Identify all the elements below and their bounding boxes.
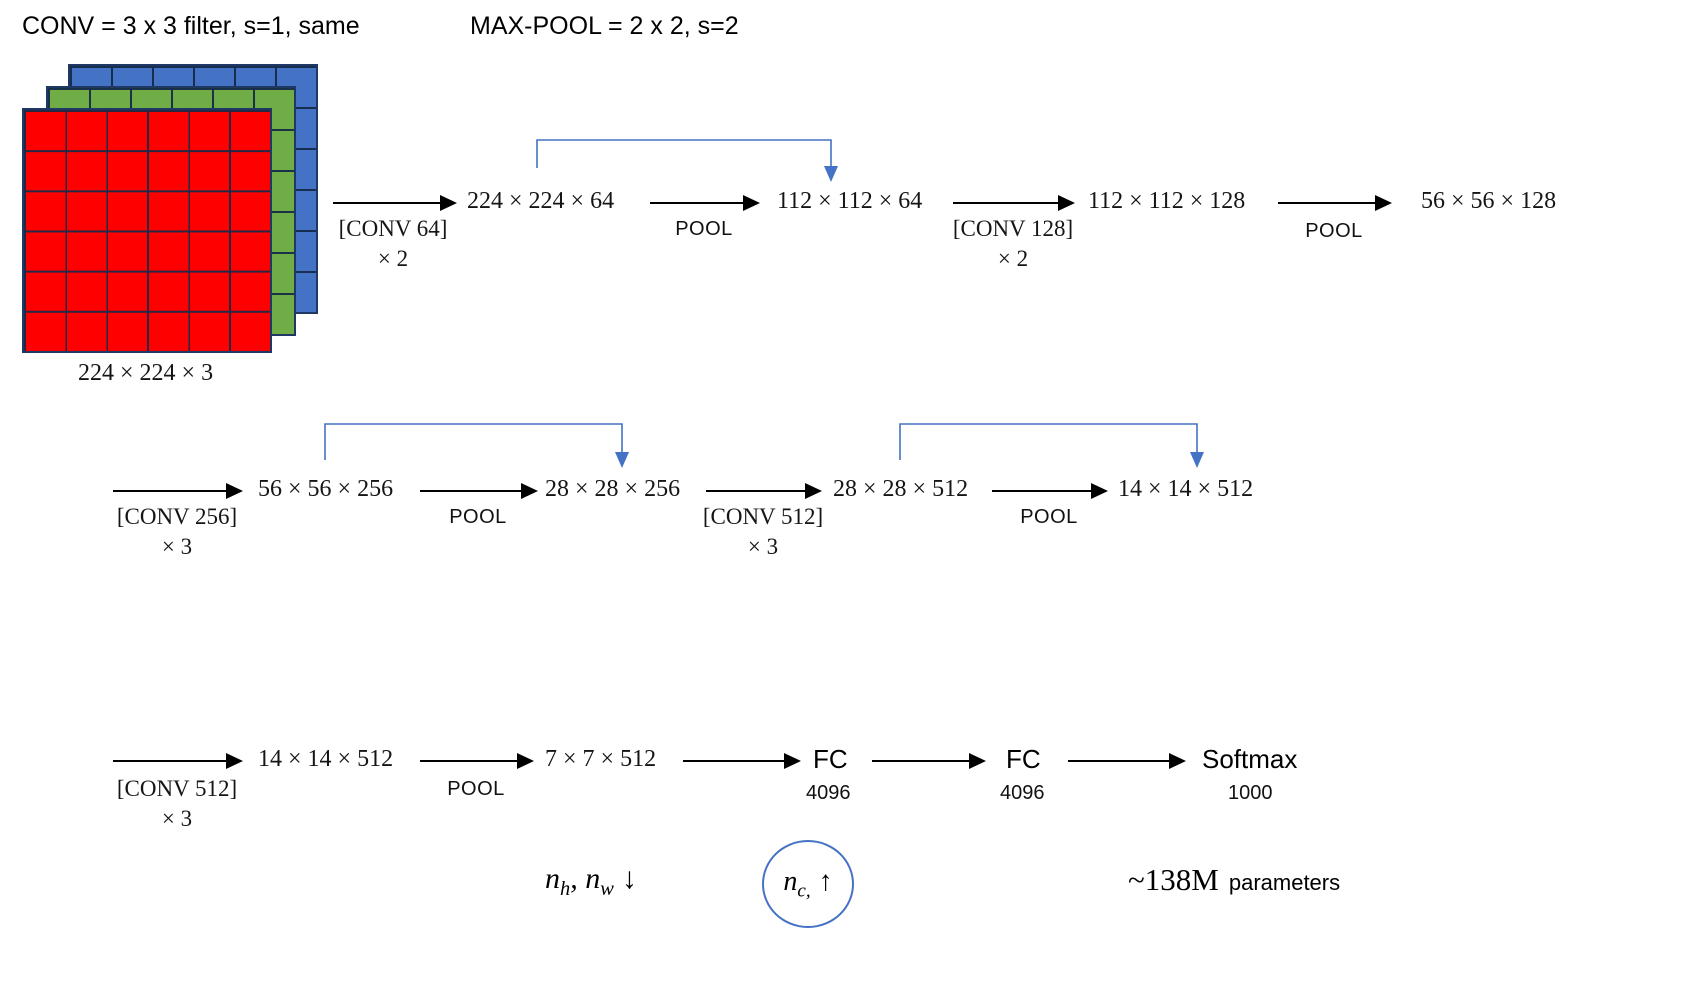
activation-112x112x128: 112 × 112 × 128 xyxy=(1088,188,1246,214)
annotation-nc-increasing: nc, ↑ xyxy=(783,865,832,903)
arrow-to-softmax xyxy=(1068,753,1186,769)
fc1-size: 4096 xyxy=(806,782,851,804)
activation-112x112x64: 112 × 112 × 64 xyxy=(777,188,923,214)
label-pool-5: POOL xyxy=(447,778,505,800)
arrow-to-fc1 xyxy=(683,753,801,769)
activation-28x28x512: 28 × 28 × 512 xyxy=(833,476,969,502)
fc1-label: FC xyxy=(813,744,848,774)
nc-base: n xyxy=(783,866,798,898)
label-conv512-a: [CONV 512] xyxy=(702,504,824,529)
pool-connector-row2-right xyxy=(899,423,1204,468)
parameter-count-unit: parameters xyxy=(1228,870,1341,895)
multiplier-conv512-a: × 3 xyxy=(747,534,779,559)
arrow-conv128 xyxy=(953,195,1075,211)
label-pool-3: POOL xyxy=(449,506,507,528)
multiplier-conv128: × 2 xyxy=(997,246,1029,271)
activation-14x14x512-row2: 14 × 14 × 512 xyxy=(1118,476,1254,502)
pool-connector-row2-left xyxy=(324,423,629,468)
activation-14x14x512-row3: 14 × 14 × 512 xyxy=(258,746,394,772)
annotation-nc-increasing-circle: nc, ↑ xyxy=(762,840,854,928)
label-pool-4: POOL xyxy=(1020,506,1078,528)
input-channel-red xyxy=(22,108,272,353)
nw-sub: w xyxy=(600,878,614,900)
input-dimension-label: 224 × 224 × 3 xyxy=(78,360,214,386)
nw-base: , n xyxy=(570,862,601,895)
label-conv256: [CONV 256] xyxy=(116,504,238,529)
activation-56x56x256: 56 × 56 × 256 xyxy=(258,476,394,502)
label-pool-1: POOL xyxy=(675,218,733,240)
parameter-count-value: ~138M xyxy=(1128,862,1219,897)
arrow-conv64 xyxy=(333,195,457,211)
label-conv64: [CONV 64] xyxy=(338,216,448,241)
pool-connector-row1 xyxy=(536,139,838,182)
label-conv512-b: [CONV 512] xyxy=(116,776,238,801)
multiplier-conv256: × 3 xyxy=(161,534,193,559)
activation-28x28x256: 28 × 28 × 256 xyxy=(545,476,681,502)
fc2-size: 4096 xyxy=(1000,782,1045,804)
arrow-pool-2 xyxy=(1278,195,1392,211)
nh-base: n xyxy=(545,862,560,895)
softmax-size: 1000 xyxy=(1228,782,1273,804)
legend-conv-definition: CONV = 3 x 3 filter, s=1, same xyxy=(22,12,360,40)
legend-maxpool-definition: MAX-POOL = 2 x 2, s=2 xyxy=(470,12,739,40)
down-arrow-icon: ↓ xyxy=(621,862,637,895)
arrow-to-fc2 xyxy=(872,753,986,769)
up-arrow-icon: ↑ xyxy=(818,865,833,897)
activation-7x7x512: 7 × 7 × 512 xyxy=(545,746,657,772)
label-conv128: [CONV 128] xyxy=(952,216,1074,241)
nh-sub: h xyxy=(560,878,571,900)
fc2-label: FC xyxy=(1006,744,1041,774)
arrow-pool-5 xyxy=(420,753,534,769)
arrow-pool-3 xyxy=(420,483,538,499)
activation-224x224x64: 224 × 224 × 64 xyxy=(467,188,615,214)
nc-sub: c, xyxy=(797,880,811,902)
softmax-label: Softmax xyxy=(1202,744,1298,774)
annotation-parameter-count: ~138M parameters xyxy=(1128,862,1340,898)
annotation-nh-nw-decreasing: nh, nw ↓ xyxy=(545,862,637,901)
label-pool-2: POOL xyxy=(1305,220,1363,242)
arrow-conv256 xyxy=(113,483,243,499)
activation-56x56x128: 56 × 56 × 128 xyxy=(1421,188,1557,214)
arrow-conv512-b xyxy=(113,753,243,769)
arrow-pool-4 xyxy=(992,483,1108,499)
arrow-conv512-a xyxy=(706,483,822,499)
multiplier-conv64: × 2 xyxy=(377,246,409,271)
arrow-pool-1 xyxy=(650,195,760,211)
multiplier-conv512-b: × 3 xyxy=(161,806,193,831)
